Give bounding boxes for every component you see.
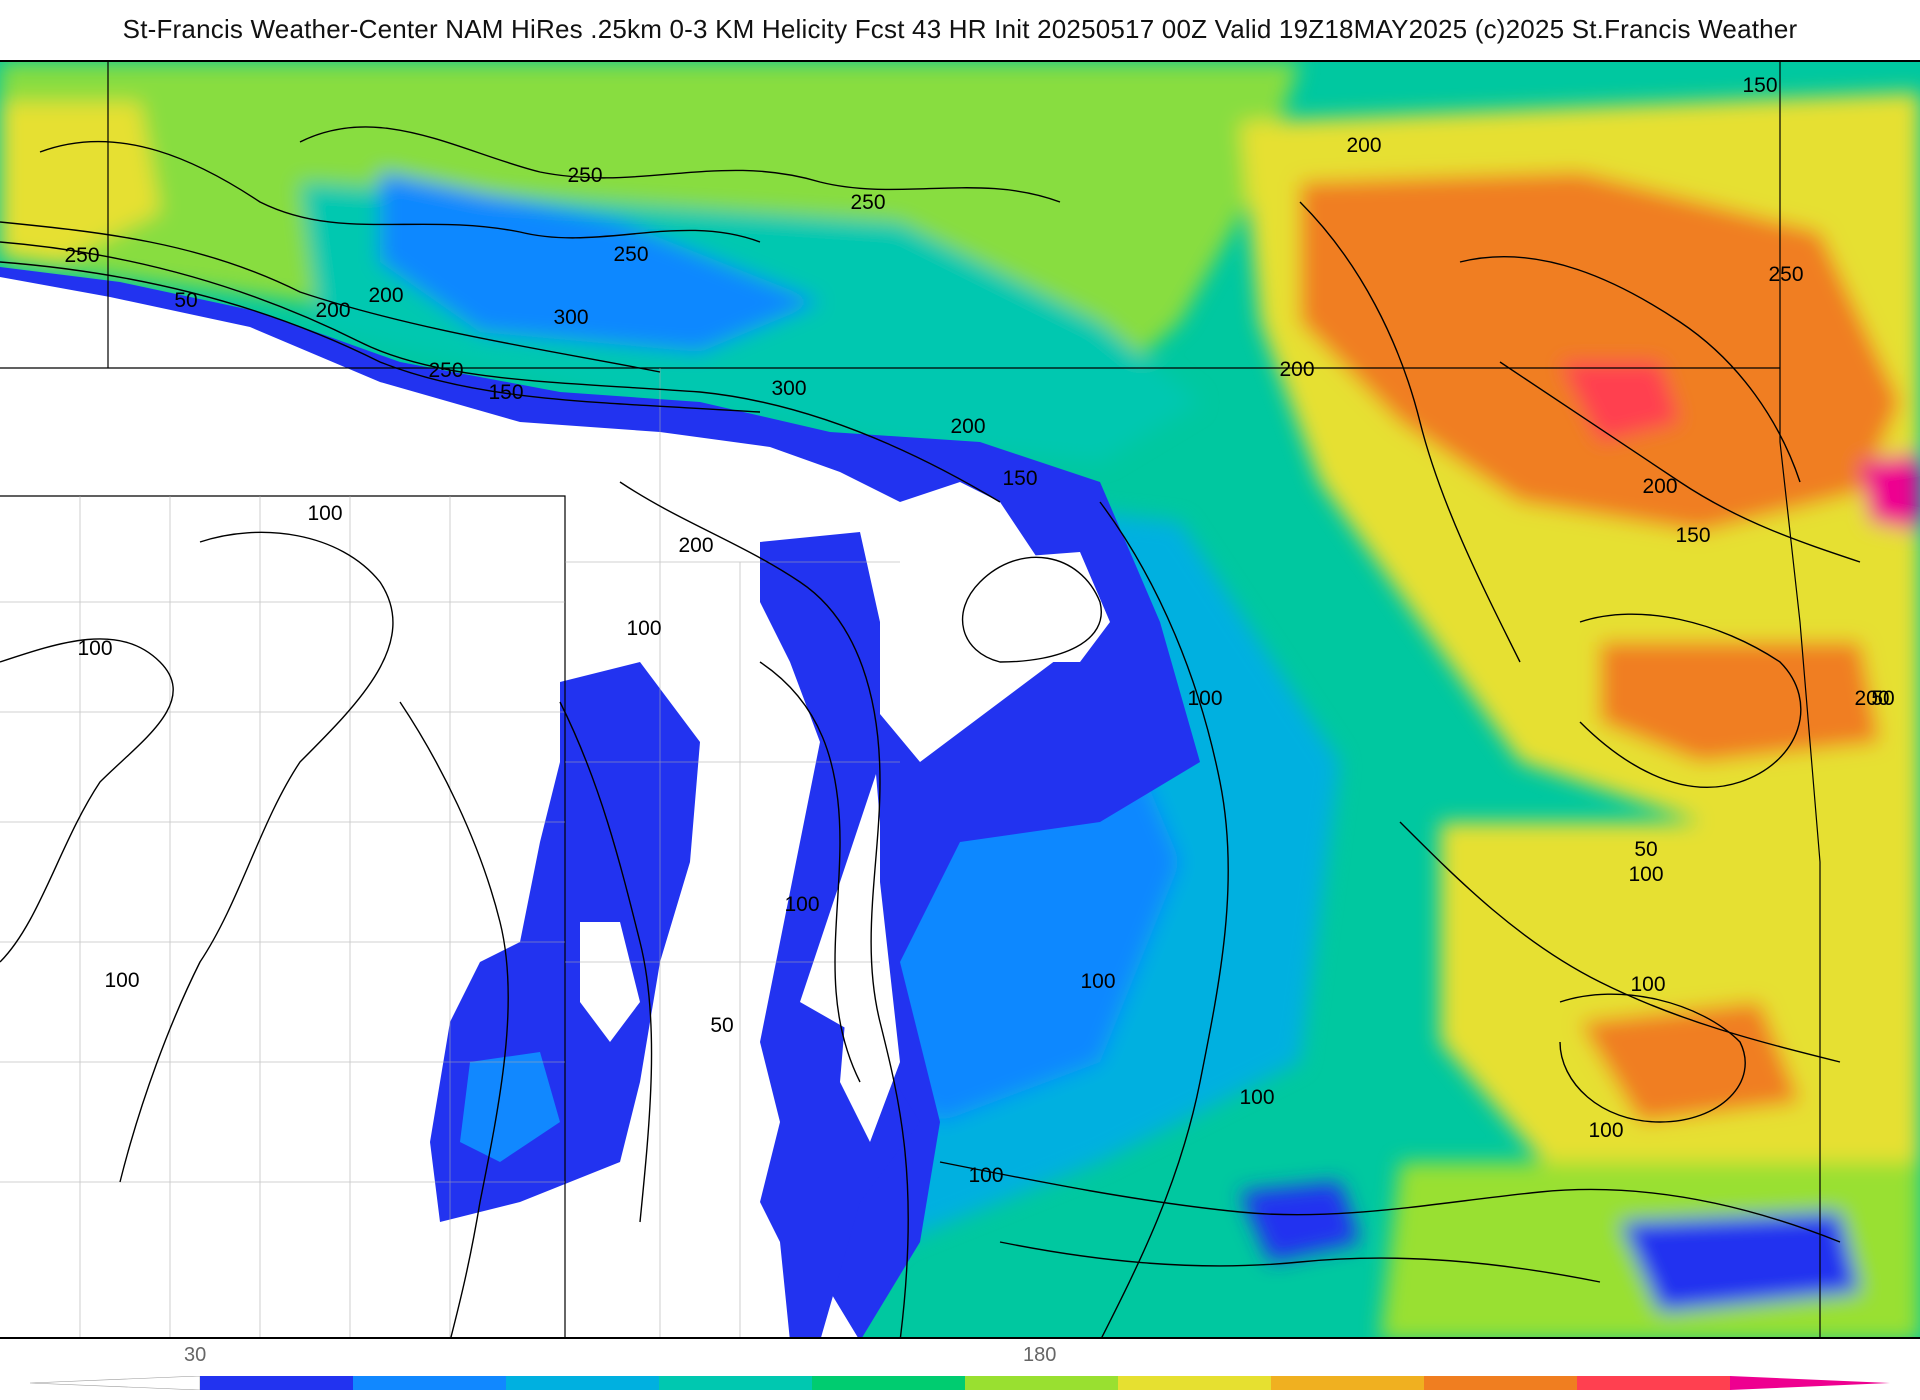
shade-se-orange	[1600, 642, 1880, 762]
state-boundaries	[0, 62, 1821, 1337]
contour-center-1	[619, 481, 909, 1337]
contour-east-4	[1499, 361, 1861, 563]
shade-east-magenta	[1860, 452, 1920, 532]
colorbar-segment	[812, 1376, 966, 1390]
contour-label: 100	[77, 637, 112, 660]
contour-label: 250	[1768, 263, 1803, 286]
contour-label: 100	[307, 502, 342, 525]
contour-label: 150	[488, 381, 523, 404]
county-lines	[0, 368, 900, 1337]
shade-white-strip	[840, 822, 900, 1142]
contour-label: 50	[1634, 838, 1657, 861]
contour-label: 250	[428, 359, 463, 382]
contour-label: 200	[1279, 358, 1314, 381]
shade-se-yellow	[1440, 822, 1920, 1182]
contour-label: 200	[1642, 475, 1677, 498]
contour-label: 150	[1675, 524, 1710, 547]
colorbar-segment	[200, 1376, 354, 1390]
contour-loop-1	[961, 556, 1102, 663]
contour-label: 50	[174, 289, 197, 312]
contour-label-group: 250 50 200 200 250 250 300 250 150 300 2…	[64, 74, 1894, 1187]
contour-label: 300	[553, 306, 588, 329]
contour-north-5	[299, 126, 1061, 203]
contour-label: 100	[784, 893, 819, 916]
contour-north-1	[0, 241, 1001, 503]
colorbar-segment	[965, 1376, 1119, 1390]
contour-east-5	[1579, 613, 1802, 788]
colorbar-segment	[353, 1376, 507, 1390]
contour-west-3	[399, 701, 509, 1337]
shade-nw-yellow	[0, 102, 160, 262]
colorbar-segment	[506, 1376, 660, 1390]
colorbar	[30, 1376, 1890, 1390]
contour-north-2	[0, 261, 761, 413]
shade-white-pocket	[950, 552, 1110, 662]
contour-west-2	[119, 531, 394, 1183]
colorbar-label-low: 30	[184, 1344, 207, 1366]
contour-label: 100	[1588, 1119, 1623, 1142]
contour-label: 50	[1871, 687, 1894, 710]
shade-blue-east-arc	[760, 532, 920, 1337]
contour-label: 100	[1630, 973, 1665, 996]
contour-label: 100	[1187, 687, 1222, 710]
contour-label: 250	[613, 243, 648, 266]
contour-label: 250	[64, 244, 99, 267]
boundary-west-block	[0, 495, 566, 1337]
shade-white-hole	[580, 922, 640, 1042]
map-canvas: 250 50 200 200 250 250 300 250 150 300 2…	[0, 62, 1920, 1337]
colorbar-segment	[659, 1376, 813, 1390]
shade-se-orange-3	[1580, 1002, 1800, 1122]
map-title: St-Francis Weather-Center NAM HiRes .25k…	[122, 14, 1798, 44]
contour-label: 100	[1239, 1086, 1274, 1109]
shade-north-cyan	[380, 172, 820, 352]
contour-label: 200	[1854, 687, 1889, 710]
contour-north-3	[0, 221, 661, 373]
contour-label: 100	[626, 617, 661, 640]
contour-se-1	[1399, 821, 1841, 1063]
contour-east-3	[1459, 255, 1801, 483]
contour-center-2	[759, 661, 861, 1083]
colorbar-segment	[1577, 1376, 1731, 1390]
contour-label: 100	[1080, 970, 1115, 993]
colorbar-segment	[1118, 1376, 1272, 1390]
contour-label: 200	[368, 284, 403, 307]
contour-west-4	[559, 701, 653, 1223]
contour-se-2	[1559, 993, 1746, 1123]
contour-label: 250	[567, 164, 602, 187]
colorbar-segment	[1271, 1376, 1425, 1390]
shade-east-orange	[1300, 172, 1900, 532]
contour-south-2	[999, 1241, 1601, 1283]
contour-label: 300	[771, 377, 806, 400]
county-grid-vertical	[79, 368, 741, 1337]
colorbar-segments	[30, 1376, 1890, 1390]
colorbar-arrow-low	[30, 1376, 201, 1390]
helicity-contours	[0, 126, 1861, 1337]
contour-label: 200	[678, 534, 713, 557]
contour-label: 100	[104, 969, 139, 992]
colorbar-arrow-high	[1730, 1376, 1890, 1390]
contour-label: 200	[950, 415, 985, 438]
contour-label: 250	[850, 191, 885, 214]
boundary-north-border	[0, 62, 1821, 1337]
colorbar-segment	[1424, 1376, 1578, 1390]
county-grid-horizontal	[0, 561, 900, 1183]
contour-east-2	[1299, 201, 1521, 663]
contour-south-1	[939, 1161, 1841, 1243]
contour-west-1	[0, 638, 174, 963]
shade-s-blue	[1240, 1182, 1360, 1262]
contour-label: 50	[710, 1014, 733, 1037]
contour-label: 200	[315, 299, 350, 322]
contour-north-4	[39, 140, 761, 243]
helicity-map: 250 50 200 200 250 250 300 250 150 300 2…	[0, 60, 1920, 1339]
contour-east-1	[1099, 501, 1229, 1337]
contour-label: 100	[1628, 863, 1663, 886]
contour-label: 100	[968, 1164, 1003, 1187]
shade-se-blue	[1620, 1212, 1860, 1312]
contour-label: 150	[1742, 74, 1777, 97]
contour-label: 150	[1002, 467, 1037, 490]
shade-blue-tongue-inner	[460, 1052, 560, 1162]
colorbar-label-mid: 180	[1023, 1344, 1057, 1366]
contour-label: 200	[1346, 134, 1381, 157]
